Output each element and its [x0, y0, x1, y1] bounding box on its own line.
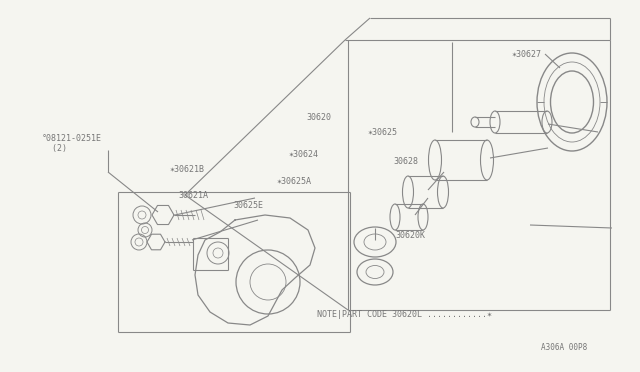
Text: °08121-0251E
  (2): °08121-0251E (2) — [42, 134, 102, 153]
Text: NOTE|PART CODE 30620L ............✶: NOTE|PART CODE 30620L ............✶ — [317, 310, 492, 319]
Text: ✶30624: ✶30624 — [289, 150, 319, 159]
Text: ✶30621B: ✶30621B — [170, 165, 205, 174]
Text: 30625E: 30625E — [234, 201, 264, 210]
Text: ✶30627: ✶30627 — [512, 49, 542, 58]
Text: A306A 00P8: A306A 00P8 — [541, 343, 587, 352]
Text: ✶30625: ✶30625 — [368, 128, 398, 137]
Text: 30628: 30628 — [394, 157, 419, 166]
Text: ✶30625A: ✶30625A — [277, 177, 312, 186]
Text: 30620: 30620 — [306, 113, 331, 122]
Text: 30620K: 30620K — [396, 231, 426, 240]
Text: 30621A: 30621A — [178, 191, 208, 200]
